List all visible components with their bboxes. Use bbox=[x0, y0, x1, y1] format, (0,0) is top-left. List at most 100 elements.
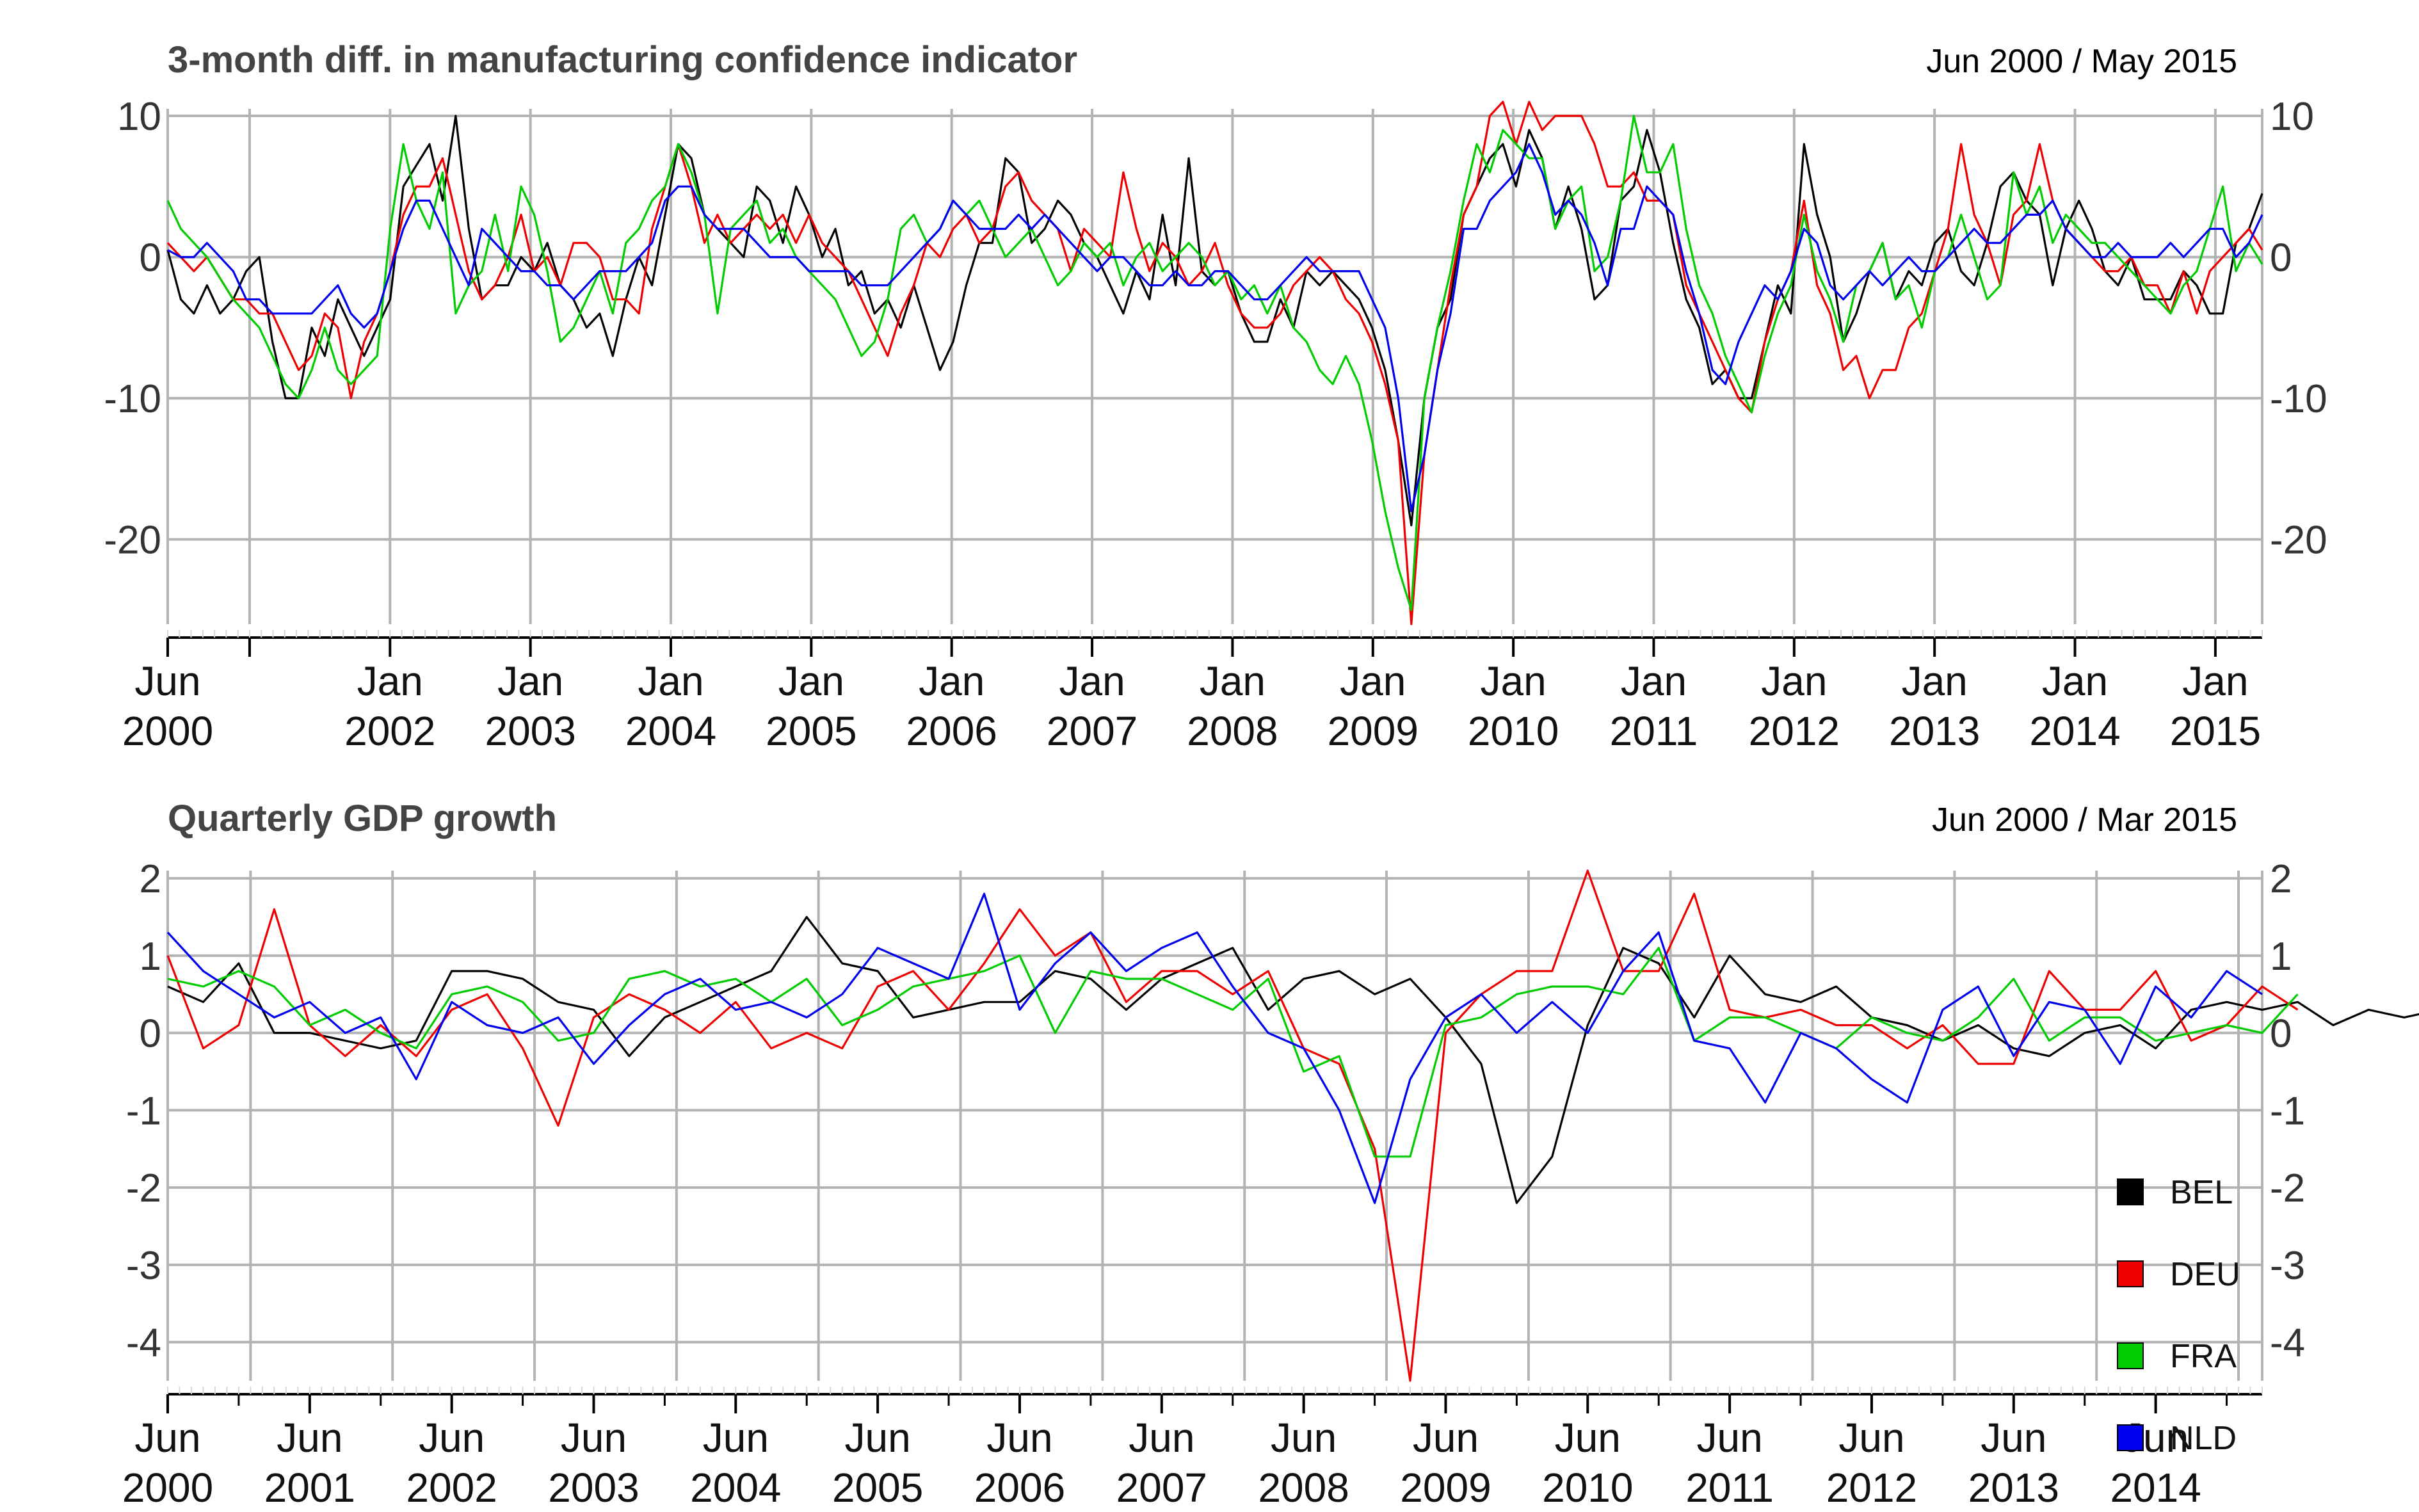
series-line-nld bbox=[166, 892, 2263, 1204]
y-tick-label-left: -2 bbox=[126, 1166, 161, 1210]
gdp-growth-chart: Quarterly GDP growth Jun 2000 / Mar 2015… bbox=[122, 798, 2419, 1511]
x-tick-label-month: Jun bbox=[277, 1415, 342, 1461]
x-tick-label-month: Jun bbox=[1838, 1415, 1904, 1461]
x-tick-label-year: 2011 bbox=[1685, 1465, 1774, 1511]
y-tick-label-right: -20 bbox=[2270, 519, 2327, 563]
x-tick-label-year: 2006 bbox=[906, 708, 997, 754]
series-line-fra bbox=[167, 947, 2299, 1158]
x-tick-label-month: Jan bbox=[1902, 658, 1968, 704]
x-tick-label-year: 2014 bbox=[2029, 708, 2120, 754]
legend-swatch-fra bbox=[2117, 1342, 2144, 1369]
x-tick-label-month: Jan bbox=[1200, 658, 1266, 704]
x-tick-label-year: 2005 bbox=[832, 1465, 923, 1511]
y-tick-label-right: -2 bbox=[2270, 1166, 2305, 1210]
legend-swatch-bel bbox=[2117, 1178, 2144, 1205]
x-tick-label-year: 2012 bbox=[1826, 1465, 1917, 1511]
legend-label-fra: FRA bbox=[2170, 1338, 2237, 1375]
y-tick-label-right: 0 bbox=[2270, 236, 2292, 280]
x-tick-label-month: Jun bbox=[986, 1415, 1052, 1461]
date-range-label: Jun 2000 / Mar 2015 bbox=[1932, 801, 2237, 839]
x-tick-label-month: Jun bbox=[703, 1415, 769, 1461]
x-tick-label-year: 2013 bbox=[1889, 708, 1980, 754]
x-tick-label-year: 2006 bbox=[974, 1465, 1065, 1511]
legend: BEL DEU FRA NLD bbox=[2117, 1174, 2240, 1457]
x-tick-label-month: Jun bbox=[1555, 1415, 1621, 1461]
series-line-fra bbox=[166, 115, 2263, 611]
y-tick-label-right: 1 bbox=[2270, 935, 2292, 979]
chart-title: 3-month diff. in manufacturing confidenc… bbox=[168, 39, 1077, 81]
x-tick-label-year: 2001 bbox=[264, 1465, 355, 1511]
y-tick-label-right: 10 bbox=[2270, 95, 2314, 139]
y-tick-label-left: -1 bbox=[126, 1089, 161, 1133]
x-tick-label-year: 2003 bbox=[548, 1465, 639, 1511]
x-tick-label-year: 2013 bbox=[1968, 1465, 2059, 1511]
legend-swatch-nld bbox=[2117, 1424, 2144, 1451]
x-tick-label-month: Jan bbox=[1059, 658, 1125, 704]
x-tick-label-month: Jun bbox=[1413, 1415, 1479, 1461]
series-line-bel bbox=[167, 915, 2419, 1204]
x-tick-label-month: Jun bbox=[1697, 1415, 1763, 1461]
x-tick-label-month: Jan bbox=[2182, 658, 2248, 704]
x-tick-label-year: 2002 bbox=[344, 708, 435, 754]
y-tick-label-right: 2 bbox=[2270, 857, 2292, 901]
x-tick-label-year: 2000 bbox=[122, 708, 213, 754]
x-tick-label-year: 2007 bbox=[1116, 1465, 1207, 1511]
x-tick-label-year: 2009 bbox=[1400, 1465, 1491, 1511]
legend-label-nld: NLD bbox=[2170, 1420, 2237, 1457]
y-tick-label-right: -10 bbox=[2270, 377, 2327, 421]
y-tick-label-left: 2 bbox=[140, 857, 161, 901]
chart-title: Quarterly GDP growth bbox=[168, 798, 557, 839]
y-tick-label-left: -20 bbox=[104, 519, 161, 563]
legend-swatch-deu bbox=[2117, 1260, 2144, 1287]
manufacturing-confidence-chart: 3-month diff. in manufacturing confidenc… bbox=[104, 39, 2327, 754]
x-tick-label-month: Jun bbox=[1981, 1415, 2046, 1461]
x-tick-label-year: 2003 bbox=[485, 708, 575, 754]
y-tick-label-right: -1 bbox=[2270, 1089, 2305, 1133]
x-tick-label-year: 2004 bbox=[625, 708, 716, 754]
y-tick-label-left: 0 bbox=[140, 1012, 161, 1056]
x-tick-label-month: Jan bbox=[1761, 658, 1827, 704]
date-range-label: Jun 2000 / May 2015 bbox=[1926, 43, 2237, 80]
x-tick-label-year: 2014 bbox=[2110, 1465, 2201, 1511]
x-tick-label-month: Jan bbox=[919, 658, 984, 704]
x-tick-label-year: 2012 bbox=[1749, 708, 1840, 754]
x-tick-label-month: Jun bbox=[1271, 1415, 1337, 1461]
x-tick-label-year: 2007 bbox=[1047, 708, 1137, 754]
y-tick-label-left: 1 bbox=[140, 935, 161, 979]
x-tick-label-month: Jun bbox=[1129, 1415, 1194, 1461]
x-tick-label-month: Jun bbox=[134, 1415, 200, 1461]
x-tick-label-year: 2010 bbox=[1468, 708, 1559, 754]
series-line-deu bbox=[166, 101, 2263, 625]
x-tick-label-month: Jan bbox=[1340, 658, 1406, 704]
y-tick-label-left: -10 bbox=[104, 377, 161, 421]
x-tick-label-year: 2000 bbox=[122, 1465, 213, 1511]
x-tick-label-month: Jun bbox=[134, 658, 200, 704]
y-tick-label-left: 10 bbox=[117, 95, 161, 139]
x-tick-label-year: 2008 bbox=[1258, 1465, 1349, 1511]
y-tick-label-left: -4 bbox=[126, 1321, 161, 1365]
x-tick-label-month: Jun bbox=[419, 1415, 485, 1461]
x-tick-label-month: Jan bbox=[1621, 658, 1687, 704]
legend-label-deu: DEU bbox=[2170, 1256, 2240, 1293]
y-tick-label-right: 0 bbox=[2270, 1012, 2292, 1056]
x-tick-label-month: Jun bbox=[845, 1415, 911, 1461]
x-tick-label-month: Jan bbox=[638, 658, 703, 704]
y-tick-label-left: 0 bbox=[140, 236, 161, 280]
y-tick-label-right: -3 bbox=[2270, 1244, 2305, 1288]
x-tick-label-month: Jan bbox=[1481, 658, 1547, 704]
series-line-bel bbox=[166, 115, 2263, 527]
x-tick-label-year: 2010 bbox=[1542, 1465, 1633, 1511]
x-tick-label-year: 2015 bbox=[2170, 708, 2261, 754]
x-tick-label-year: 2011 bbox=[1610, 708, 1698, 754]
y-tick-label-left: -3 bbox=[126, 1244, 161, 1288]
y-tick-label-right: -4 bbox=[2270, 1321, 2305, 1365]
x-tick-label-month: Jan bbox=[778, 658, 844, 704]
series-line-deu bbox=[166, 869, 2299, 1382]
series-line-nld bbox=[167, 143, 2263, 513]
x-tick-label-month: Jan bbox=[497, 658, 563, 704]
x-tick-label-month: Jan bbox=[2042, 658, 2108, 704]
x-tick-label-year: 2008 bbox=[1187, 708, 1278, 754]
x-tick-label-year: 2002 bbox=[406, 1465, 497, 1511]
x-tick-label-month: Jan bbox=[357, 658, 423, 704]
